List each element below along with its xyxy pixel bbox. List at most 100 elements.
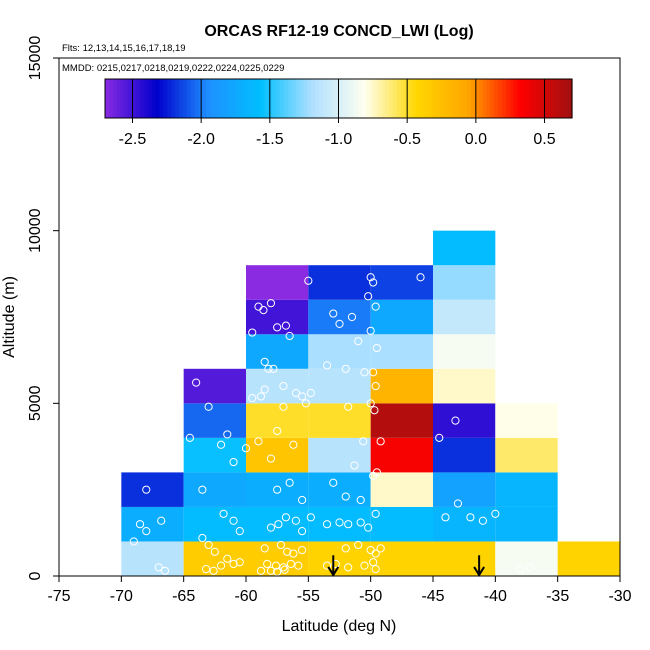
observation-point bbox=[160, 566, 170, 575]
latitude-markers bbox=[327, 555, 485, 577]
colorbar-strip bbox=[213, 79, 219, 118]
colorbar-strip bbox=[287, 79, 293, 118]
observation-point bbox=[198, 533, 207, 543]
observation-point bbox=[223, 430, 232, 439]
colorbar-strip bbox=[416, 79, 421, 118]
observation-point bbox=[204, 402, 213, 411]
observation-point bbox=[209, 566, 218, 575]
heatmap-cells bbox=[121, 230, 620, 576]
observation-point bbox=[281, 513, 290, 522]
colorbar-tick-label: -1.5 bbox=[256, 131, 284, 148]
observation-points bbox=[129, 254, 535, 576]
observation-point bbox=[216, 440, 226, 449]
heatmap-cell bbox=[433, 299, 496, 335]
heatmap-cell bbox=[433, 437, 496, 473]
heatmap-cell bbox=[308, 541, 371, 576]
x-tick-label: -60 bbox=[234, 588, 257, 605]
heatmap-cell bbox=[370, 506, 433, 542]
colorbar-strip bbox=[280, 79, 285, 118]
colorbar-strip bbox=[120, 79, 126, 118]
colorbar-strip bbox=[486, 79, 491, 118]
observation-point bbox=[273, 426, 282, 436]
observation-point bbox=[202, 564, 211, 574]
observation-point bbox=[219, 509, 228, 518]
observation-point bbox=[263, 559, 272, 569]
heatmap-cell bbox=[308, 437, 371, 473]
x-axis-label: Latitude (deg N) bbox=[282, 618, 397, 635]
colorbar-strip bbox=[350, 79, 355, 118]
observation-point bbox=[329, 309, 338, 318]
observation-point bbox=[441, 513, 450, 522]
observation-point bbox=[344, 563, 353, 572]
observation-point bbox=[198, 485, 207, 494]
observation-point bbox=[256, 566, 266, 575]
colorbar-strip bbox=[159, 79, 164, 118]
y-axis-label: Altitude (m) bbox=[1, 276, 18, 358]
observation-point bbox=[306, 388, 315, 398]
observation-point bbox=[366, 326, 375, 335]
x-tick-label: -45 bbox=[421, 588, 444, 605]
observation-point bbox=[362, 254, 372, 263]
colorbar-strip bbox=[396, 79, 402, 118]
observation-point bbox=[271, 561, 281, 570]
observation-point bbox=[216, 561, 226, 570]
colorbar-strip bbox=[322, 79, 328, 118]
observation-point bbox=[274, 520, 283, 529]
dates-note: MMDD: 0215,0217,0218,0219,0222,0224,0225… bbox=[62, 63, 284, 74]
y-tick-label: 0 bbox=[27, 571, 44, 580]
colorbar-strip bbox=[225, 79, 231, 118]
observation-point bbox=[371, 381, 380, 391]
heatmap-cell bbox=[183, 368, 246, 404]
colorbar-strip bbox=[501, 79, 507, 118]
observation-point bbox=[354, 540, 363, 550]
observation-point bbox=[260, 385, 269, 394]
colorbar-strip bbox=[295, 79, 301, 118]
observation-point bbox=[306, 513, 315, 522]
observation-point bbox=[259, 305, 268, 315]
colorbar-strip bbox=[190, 79, 196, 118]
observation-point bbox=[135, 520, 145, 529]
colorbar-strip bbox=[256, 79, 262, 118]
heatmap-cell bbox=[183, 437, 246, 473]
colorbar-strip bbox=[381, 79, 386, 118]
observation-point bbox=[335, 518, 344, 527]
observation-point bbox=[266, 566, 276, 575]
colorbar-strip bbox=[463, 79, 468, 118]
colorbar-strip bbox=[202, 79, 207, 118]
colorbar-strip bbox=[307, 79, 312, 118]
colorbar-strip bbox=[498, 79, 503, 118]
colorbar-strip bbox=[237, 79, 242, 118]
colorbar-strip bbox=[116, 79, 122, 118]
heatmap-cell bbox=[433, 368, 496, 404]
colorbar-strip bbox=[435, 79, 441, 118]
x-tick-label: -55 bbox=[297, 588, 320, 605]
colorbar-strip bbox=[428, 79, 433, 118]
observation-point bbox=[369, 368, 378, 377]
colorbar-strip bbox=[132, 79, 137, 118]
heatmap-cell bbox=[246, 472, 309, 507]
heatmap-cell bbox=[370, 403, 433, 438]
heatmap-cell bbox=[183, 472, 246, 507]
heatmap-cell bbox=[370, 368, 433, 404]
heatmap-cell bbox=[370, 472, 433, 507]
observation-point bbox=[298, 392, 307, 401]
colorbar-strip bbox=[260, 79, 266, 118]
colorbar-tick-label: 0.0 bbox=[465, 131, 487, 148]
colorbar-tick-label: -1.0 bbox=[325, 131, 353, 148]
heatmap-cell bbox=[121, 472, 184, 507]
colorbar-strip bbox=[311, 79, 316, 118]
heatmap-cell bbox=[308, 265, 371, 300]
colorbar-strip bbox=[365, 79, 371, 118]
observation-point bbox=[273, 485, 282, 494]
heatmap-cell bbox=[433, 403, 496, 438]
x-tick-label: -40 bbox=[484, 588, 507, 605]
observation-point bbox=[281, 321, 290, 330]
colorbar-strip bbox=[105, 79, 110, 118]
observation-point bbox=[366, 399, 375, 408]
observation-point bbox=[347, 312, 357, 322]
observation-point bbox=[285, 478, 294, 487]
colorbar-strip bbox=[291, 79, 297, 118]
observation-point bbox=[370, 406, 379, 415]
colorbar-strip bbox=[529, 79, 534, 118]
